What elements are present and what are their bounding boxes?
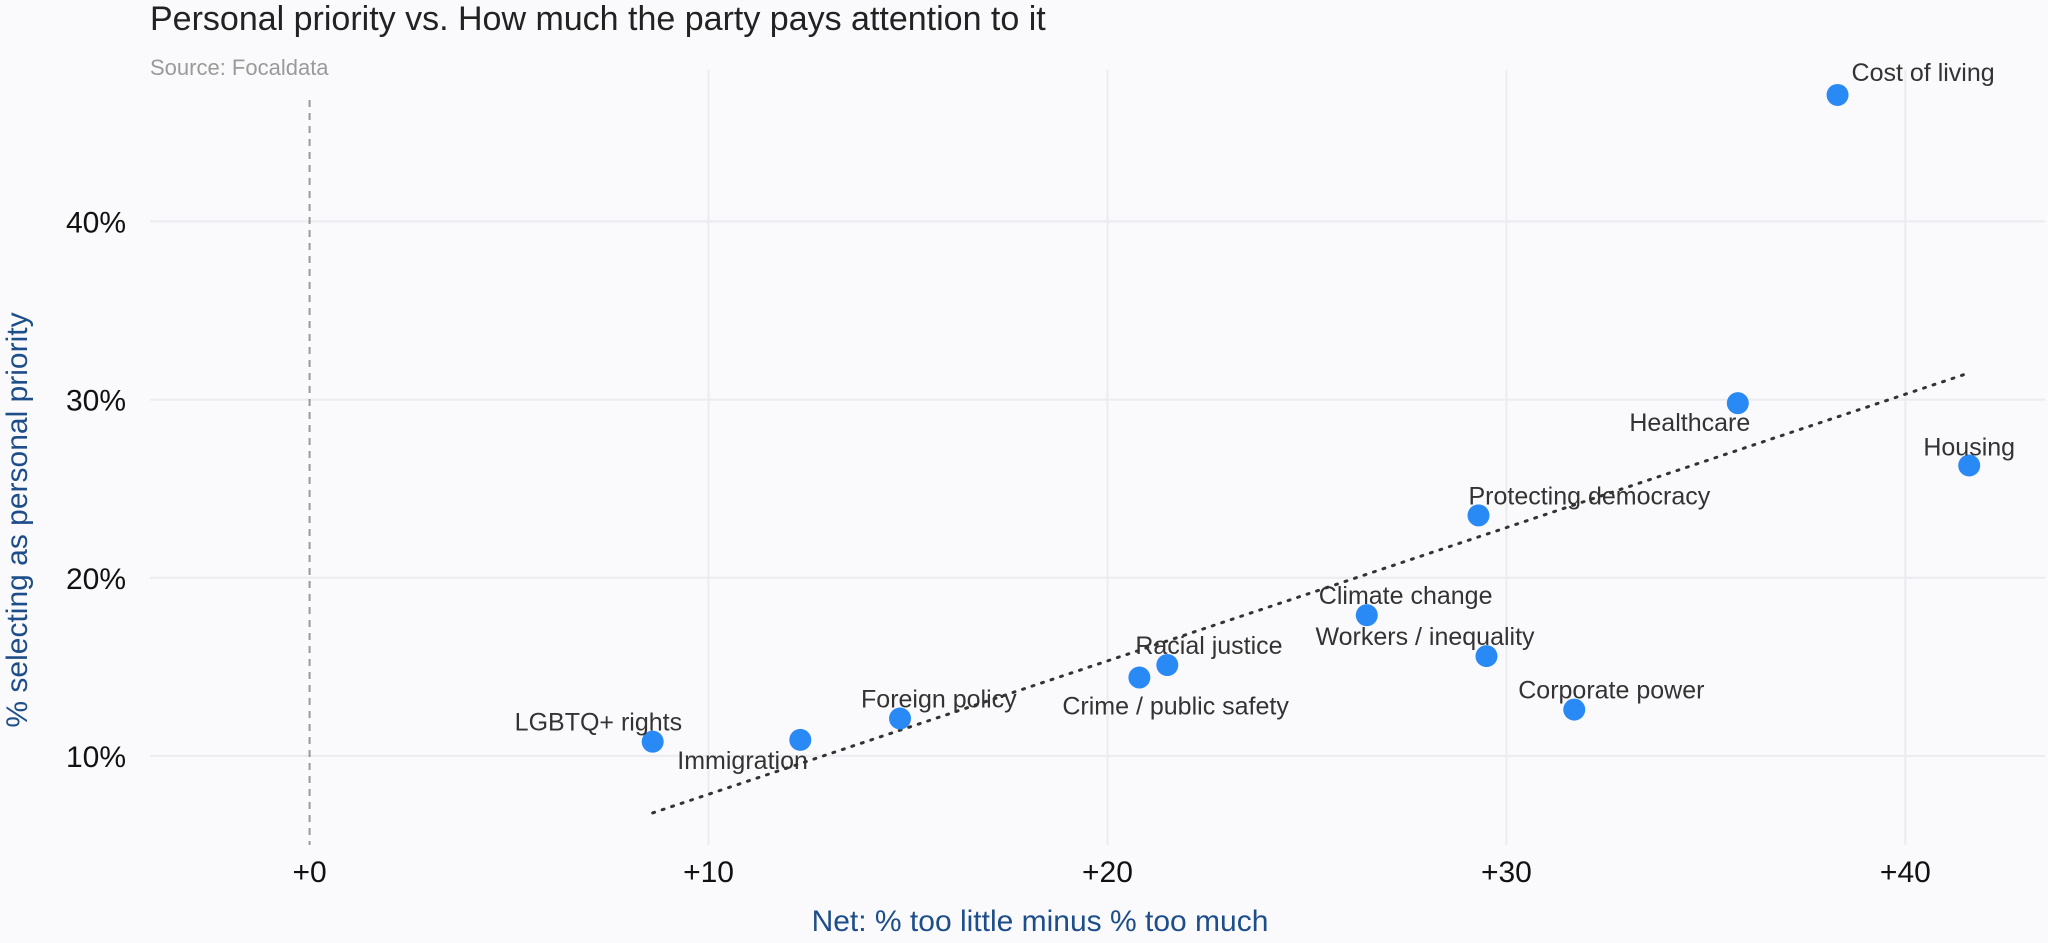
y-tick-label: 20% bbox=[66, 563, 126, 596]
x-tick-label: +30 bbox=[1481, 856, 1532, 889]
data-point bbox=[1156, 654, 1179, 677]
point-label: Crime / public safety bbox=[1062, 693, 1289, 721]
point-label: Immigration bbox=[677, 747, 808, 775]
trendline bbox=[651, 371, 1971, 815]
point-label: Protecting democracy bbox=[1468, 482, 1710, 510]
point-label: Racial justice bbox=[1135, 632, 1282, 660]
point-label: Housing bbox=[1923, 434, 2015, 462]
point-label: Cost of living bbox=[1852, 59, 1995, 87]
y-tick-label: 30% bbox=[66, 385, 126, 418]
data-point bbox=[889, 707, 912, 730]
point-label: Corporate power bbox=[1518, 677, 1704, 705]
chart-subtitle: Source: Focaldata bbox=[150, 55, 329, 80]
data-point bbox=[1475, 645, 1498, 668]
x-tick-label: +40 bbox=[1880, 856, 1931, 889]
data-points bbox=[641, 83, 1981, 753]
point-labels: Cost of living Healthcare Housing Protectin… bbox=[515, 59, 2015, 775]
point-label: Climate change bbox=[1319, 582, 1493, 610]
point-label: Foreign policy bbox=[861, 686, 1017, 714]
data-point bbox=[1467, 504, 1490, 527]
data-point bbox=[1563, 698, 1586, 721]
data-point bbox=[1958, 454, 1981, 477]
x-tick-label: +10 bbox=[683, 856, 734, 889]
x-tick-label: +20 bbox=[1082, 856, 1133, 889]
chart-title: Personal priority vs. How much the party… bbox=[150, 0, 1046, 38]
x-tick-label: +0 bbox=[292, 856, 326, 889]
axis-ticks: +0 +10 +20 +30 +40 10% 20% 30% 40% bbox=[66, 206, 1931, 889]
point-label: LGBTQ+ rights bbox=[515, 709, 682, 737]
grid-lines bbox=[150, 70, 2045, 845]
data-point bbox=[641, 730, 664, 753]
data-point bbox=[1128, 666, 1151, 689]
trendline-path bbox=[651, 371, 1971, 815]
y-tick-label: 10% bbox=[66, 741, 126, 774]
point-label: Healthcare bbox=[1629, 409, 1750, 437]
data-point bbox=[789, 728, 812, 751]
data-point bbox=[1355, 604, 1378, 627]
data-point bbox=[1826, 83, 1849, 106]
y-axis-label: % selecting as personal priority bbox=[1, 312, 34, 727]
point-label: Workers / inequality bbox=[1315, 623, 1535, 651]
x-axis-label: Net: % too little minus % too much bbox=[812, 905, 1269, 938]
y-tick-label: 40% bbox=[66, 206, 126, 239]
data-point bbox=[1726, 392, 1749, 415]
